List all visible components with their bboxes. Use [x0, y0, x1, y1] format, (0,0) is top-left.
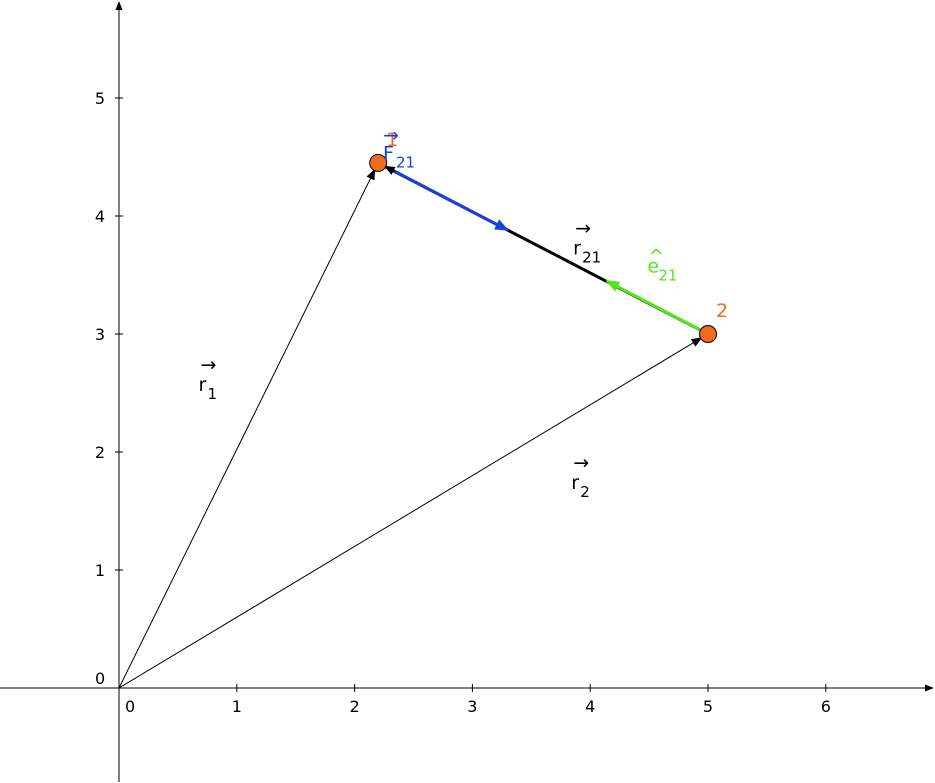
origin-label: 0	[95, 669, 105, 688]
y-tick-label-2: 2	[95, 443, 105, 462]
x-tick-label-3: 3	[467, 697, 477, 716]
label-r2-hat: →	[573, 452, 589, 474]
label-r2-sub: 2	[580, 483, 590, 501]
y-tick-label-4: 4	[95, 207, 105, 226]
vector-e21	[605, 279, 709, 336]
y-tick-label-5: 5	[95, 89, 105, 108]
x-tick-group: 0 1 2 3 4 5 6	[125, 684, 831, 716]
label-r1-base: r	[198, 374, 206, 396]
point-2-label: 2	[716, 300, 728, 322]
label-r2: → r 2	[571, 452, 590, 501]
label-e21-base: e	[647, 255, 659, 277]
x-tick-label-0: 0	[125, 697, 135, 716]
point-1-label: 1	[386, 129, 398, 151]
label-r21-hat: →	[575, 218, 591, 240]
point-2	[699, 325, 717, 343]
vector-r21-tip	[383, 165, 396, 175]
vector-r1	[118, 168, 376, 689]
label-e21-sub: 21	[658, 266, 677, 284]
x-tick-label-2: 2	[350, 697, 360, 716]
x-tick-label-4: 4	[585, 697, 595, 716]
label-F21: → F 21	[383, 125, 415, 172]
label-r1: → r 1	[198, 354, 217, 403]
vector-F21	[377, 161, 509, 232]
label-r1-hat: →	[200, 354, 216, 376]
label-r1-sub: 1	[207, 385, 217, 403]
label-r21: → r 21	[573, 218, 601, 267]
label-F21-sub: 21	[396, 154, 415, 172]
y-tick-label-3: 3	[95, 325, 105, 344]
label-e21-hat: ^	[648, 245, 664, 267]
label-e21: ^ e 21	[647, 245, 677, 284]
label-r2-base: r	[571, 472, 579, 494]
label-F21-hat: →	[383, 125, 399, 147]
point-1	[369, 153, 388, 172]
label-r21-sub: 21	[582, 249, 601, 267]
vector-r2	[118, 337, 703, 689]
x-tick-label-1: 1	[232, 697, 242, 716]
y-tick-group: 1 2 3 4 5	[95, 89, 123, 580]
label-r21-base: r	[573, 238, 581, 260]
label-F21-base: F	[383, 143, 394, 165]
x-tick-label-6: 6	[821, 697, 831, 716]
x-tick-label-5: 5	[703, 697, 713, 716]
y-tick-label-1: 1	[95, 561, 105, 580]
